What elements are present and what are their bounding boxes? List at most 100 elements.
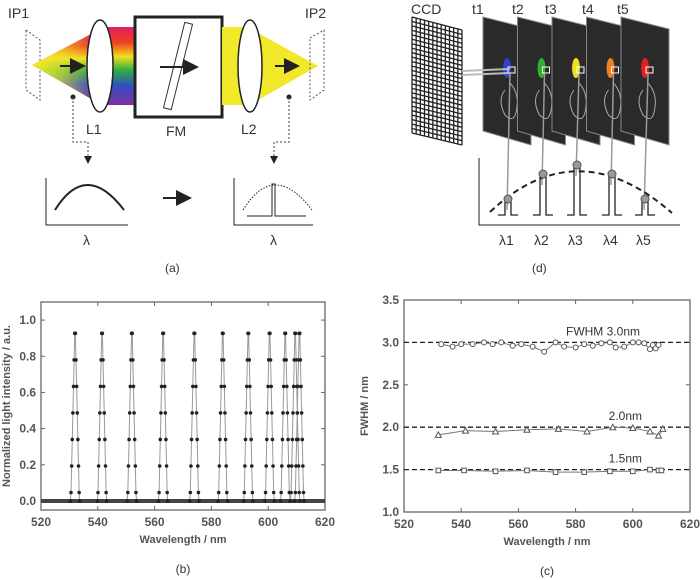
- data-point: [248, 411, 253, 415]
- time-label-1: t1: [472, 1, 484, 17]
- roi-box: [576, 66, 585, 74]
- grid-line: [411, 123, 463, 137]
- data-point: [621, 343, 628, 350]
- y-axis-label: FWHM / nm: [359, 376, 371, 436]
- data-point: [283, 331, 288, 336]
- spectral-pulse-5: [635, 201, 655, 216]
- grid-line: [411, 38, 463, 53]
- data-point: [646, 346, 653, 353]
- output-spectrum-graph: [233, 178, 313, 226]
- data-point: [289, 490, 293, 495]
- data-point: [101, 358, 105, 362]
- data-point: [278, 499, 283, 503]
- grid-line: [411, 60, 463, 75]
- dashed-arrow-icon: [270, 97, 290, 164]
- data-point: [187, 499, 192, 503]
- data-point: [68, 499, 73, 503]
- data-point: [606, 339, 613, 346]
- data-point: [131, 384, 136, 389]
- data-point: [242, 490, 247, 495]
- data-point: [302, 499, 306, 503]
- time-label-5: t5: [617, 1, 629, 17]
- data-point: [128, 384, 133, 389]
- data-point: [247, 358, 252, 362]
- data-point: [300, 437, 305, 442]
- data-point: [69, 490, 73, 495]
- data-point: [243, 437, 248, 442]
- data-point: [221, 358, 226, 362]
- wavelength-label-5: λ5: [636, 232, 651, 248]
- data-point: [286, 437, 290, 442]
- grid-line: [411, 16, 463, 31]
- data-point: [194, 411, 199, 415]
- caption-d: (d): [532, 261, 547, 275]
- ip1-image-plane: [25, 29, 41, 101]
- spectral-pulse-4: [602, 176, 622, 216]
- reference-label: FWHM 3.0nm: [566, 324, 640, 338]
- data-point: [641, 340, 648, 347]
- data-point: [554, 424, 563, 432]
- data-point: [541, 348, 548, 355]
- ip2-label: IP2: [305, 5, 326, 21]
- data-point: [298, 499, 302, 503]
- projection-line: [575, 73, 580, 177]
- grid-line: [411, 25, 463, 40]
- y-tick-label: 1.0: [382, 505, 399, 519]
- grid-line: [411, 34, 463, 49]
- data-point: [289, 464, 294, 468]
- data-point: [246, 331, 251, 336]
- grid-line: [411, 78, 463, 93]
- data-point: [157, 490, 161, 495]
- data-point: [280, 437, 285, 442]
- data-point: [296, 384, 300, 389]
- data-point: [646, 427, 654, 435]
- y-tick-label: 2.0: [382, 420, 399, 434]
- x-axis-label: Wavelength / nm: [140, 534, 227, 546]
- grid-line: [411, 118, 463, 133]
- time-label-4: t4: [582, 1, 594, 17]
- ccd-label: CCD: [411, 1, 441, 17]
- grid-line: [411, 132, 463, 146]
- data-point: [224, 464, 228, 468]
- data-point: [263, 490, 268, 495]
- series-line-triangle: [438, 426, 664, 437]
- data-point: [297, 490, 302, 495]
- data-point: [125, 499, 129, 503]
- grid-line: [411, 29, 463, 44]
- data-point: [561, 343, 568, 350]
- fm-label: FM: [166, 123, 186, 139]
- wavelength-label-4: λ4: [603, 232, 618, 248]
- data-point: [225, 490, 229, 495]
- grid-line: [411, 101, 463, 115]
- y-tick-label: 0.8: [19, 349, 36, 363]
- reference-label: 1.5nm: [609, 452, 642, 466]
- data-point: [243, 464, 247, 468]
- panel-d: CCD t1 t2 t3 t4 t5 λ1 λ2 λ3 λ4 λ5 (d): [411, 1, 680, 275]
- data-point: [97, 437, 102, 442]
- data-point: [77, 490, 81, 495]
- grid-line: [411, 69, 463, 84]
- data-point: [96, 490, 100, 495]
- data-point: [166, 499, 170, 503]
- wavelength-label-3: λ3: [568, 232, 583, 248]
- data-point: [271, 490, 276, 495]
- data-point: [271, 464, 275, 468]
- x-tick-label: 600: [623, 517, 643, 531]
- time-label-2: t2: [512, 1, 524, 17]
- data-point: [71, 384, 76, 389]
- lambda-label-right: λ: [270, 232, 277, 248]
- data-point: [263, 499, 267, 503]
- data-point: [598, 340, 605, 347]
- data-point: [658, 467, 665, 474]
- specimen-outline: [535, 81, 553, 120]
- data-point: [194, 384, 198, 389]
- data-point: [126, 464, 131, 468]
- chart-b: 520 540 560 580 600 620 0.0 0.2 0.4 0.6 0.8 1.0 Wave…: [1, 301, 335, 576]
- data-point: [296, 464, 301, 468]
- data-point: [188, 490, 193, 495]
- data-point: [509, 342, 516, 349]
- data-point: [222, 384, 227, 389]
- caption-a: (a): [165, 261, 180, 275]
- y-tick-label: 0.2: [19, 458, 36, 472]
- data-point: [492, 468, 499, 475]
